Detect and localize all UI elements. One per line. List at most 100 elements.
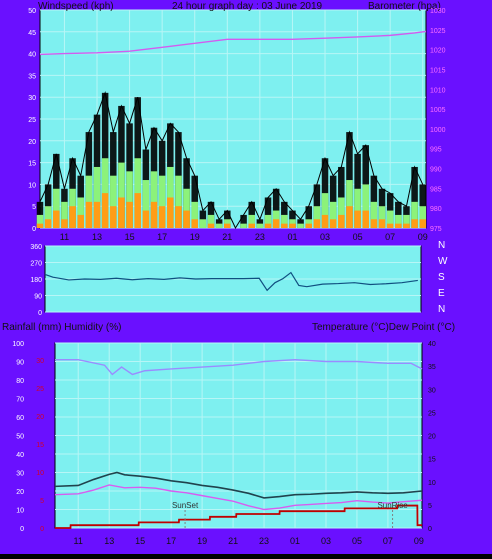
time-tick-label: 01	[290, 536, 300, 546]
compass-label: N	[438, 240, 445, 251]
humidity-tick-label: 0	[20, 526, 24, 533]
wind-low-bar	[370, 219, 378, 228]
wind-average-bar	[411, 201, 418, 228]
barometer-tick-label: 1000	[430, 127, 446, 134]
temperature-humidity-series-group	[54, 358, 423, 529]
wind-low-bar	[77, 214, 84, 228]
wind-average-bar	[61, 201, 68, 228]
wind-low-bar	[101, 193, 109, 228]
wind-tick-label: 10	[28, 182, 36, 189]
time-tick-label: 17	[157, 232, 167, 242]
wind-average-bar	[321, 193, 329, 228]
time-tick-label: 23	[259, 536, 269, 546]
wind-average-bar	[158, 175, 166, 228]
sun-annotation-label: SunSet	[172, 501, 199, 510]
direction-series-group	[44, 271, 418, 292]
compass-label: S	[438, 272, 445, 283]
barometer-tick-label: 985	[430, 186, 442, 193]
direction-tick-label: 360	[30, 244, 42, 251]
gust-bar	[272, 188, 280, 228]
time-tick-label: 09	[418, 232, 428, 242]
rain-tick-label: 20	[36, 414, 44, 421]
wind-low-bar	[305, 223, 312, 228]
rain-tick-label: 30	[36, 358, 44, 365]
wind-average-bar	[183, 188, 190, 228]
barometer-line	[39, 30, 427, 56]
wind-low-bar	[346, 206, 353, 228]
wind-tick-label: 15	[28, 161, 36, 168]
wind-average-bar	[386, 210, 394, 228]
wind-tick-label: 5	[32, 204, 36, 211]
wind-low-bar	[118, 197, 125, 228]
rain-tick-label: 10	[36, 470, 44, 477]
time-axis-ticks-bottom: 11 13 15 17 19 21 23 01 03 05 07 09	[74, 536, 424, 546]
wind-low-bar	[167, 197, 174, 228]
wind-average-bar	[77, 197, 84, 228]
time-tick-label: 19	[190, 232, 200, 242]
time-tick-label: 15	[125, 232, 135, 242]
temperature-tick-label: 20	[428, 434, 436, 441]
compass-label: W	[438, 256, 448, 267]
temperature-tick-label: 35	[428, 364, 436, 371]
temperature-tick-label: 5	[428, 503, 432, 510]
wind-tick-label: 20	[28, 139, 36, 146]
dew-point-line	[54, 484, 423, 511]
wind-tick-label: 45	[28, 30, 36, 37]
wind-average-bar	[362, 184, 369, 228]
time-axis-ticks-top: 11 13 15 17 19 21 23 01 03 05 07 09	[60, 232, 428, 242]
wind-low-bar	[329, 219, 337, 228]
direction-tick-label: 0	[38, 310, 42, 317]
wind-average-bar	[370, 201, 378, 228]
barometer-tick-label: 995	[430, 147, 442, 154]
wind-low-bar	[110, 206, 117, 228]
wind-average-bar	[215, 223, 223, 228]
wind-low-bar	[134, 193, 141, 228]
wind-low-bar	[403, 223, 410, 228]
humidity-axis-ticks: 0 10 20 30 40 50 60 70 80 90 100	[12, 341, 24, 533]
wind-low-bar	[126, 201, 133, 228]
wind-average-bar	[44, 206, 52, 228]
barometer-tick-label: 1015	[430, 67, 446, 74]
wind-low-bar	[378, 219, 386, 228]
rain-axis-ticks: 0 5 10 15 20 25 30	[36, 358, 44, 533]
wind-low-bar	[191, 219, 198, 228]
wind-average-bar	[378, 206, 386, 228]
humidity-tick-label: 90	[16, 360, 24, 367]
temperature-tick-label: 10	[428, 480, 436, 487]
wind-average-bar	[93, 166, 101, 228]
rain-tick-label: 15	[36, 442, 44, 449]
wind-low-bar	[419, 219, 426, 228]
wind-average-bar	[403, 214, 410, 228]
humidity-tick-label: 10	[16, 508, 24, 515]
temperature-grid	[55, 342, 422, 529]
time-tick-label: 19	[197, 536, 207, 546]
wind-average-bar	[126, 171, 133, 228]
time-tick-label: 21	[222, 232, 232, 242]
time-tick-label: 01	[287, 232, 297, 242]
wind-low-bar	[85, 201, 93, 228]
barometer-series-group	[39, 30, 427, 56]
wind-tick-label: 40	[28, 52, 36, 59]
temperature-tick-label: 40	[428, 341, 436, 348]
wind-low-bar	[321, 214, 329, 228]
time-tick-label: 23	[255, 232, 265, 242]
gust-bar	[264, 197, 272, 228]
wind-low-bar	[207, 223, 215, 228]
temperature-tick-label: 30	[428, 387, 436, 394]
rainfall-line	[55, 504, 422, 529]
barometer-tick-label: 980	[430, 206, 442, 213]
wind-average-bar	[313, 206, 321, 228]
wind-low-bar	[224, 223, 231, 228]
wind-average-bar	[207, 214, 215, 228]
barometer-tick-label: 1020	[430, 48, 446, 55]
wind-tick-label: 30	[28, 95, 36, 102]
rain-tick-label: 5	[40, 498, 44, 505]
chart-title: 24 hour graph day : 03 June 2019	[172, 1, 323, 12]
sun-annotations: SunSet SunRise	[172, 501, 408, 528]
time-tick-label: 07	[383, 536, 393, 546]
wind-average-bar	[240, 223, 247, 228]
humidity-tick-label: 100	[12, 341, 24, 348]
direction-tick-label: 90	[34, 294, 42, 301]
